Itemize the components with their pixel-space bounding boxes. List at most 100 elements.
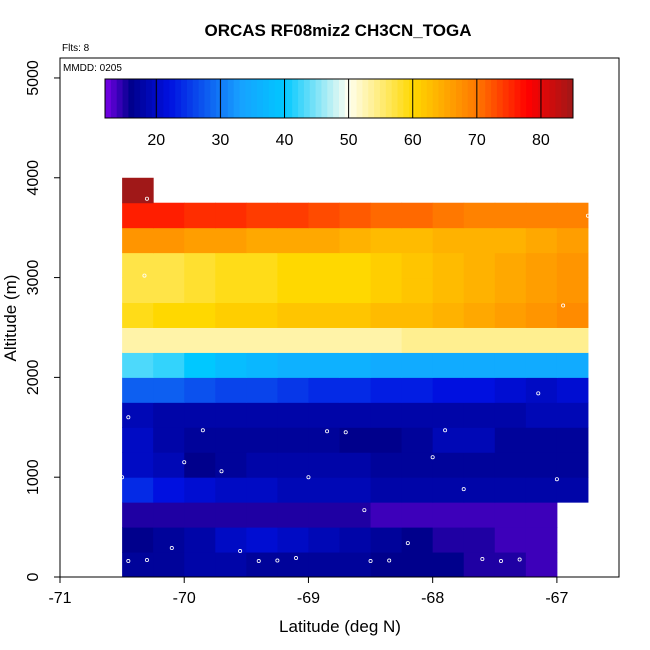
heatmap-cell bbox=[153, 252, 185, 279]
heatmap-cell bbox=[246, 327, 278, 353]
heatmap-cell bbox=[215, 302, 247, 328]
heatmap-cell bbox=[308, 477, 340, 503]
heatmap-cell bbox=[308, 527, 340, 553]
sample-point bbox=[387, 558, 392, 563]
heatmap-cell bbox=[246, 502, 278, 528]
heatmap-cell bbox=[246, 527, 278, 553]
heatmap-cell bbox=[556, 227, 589, 254]
heatmap-cell bbox=[246, 227, 278, 254]
colorbar-segment bbox=[303, 79, 311, 118]
heatmap-cell bbox=[401, 377, 434, 403]
heatmap-cell bbox=[184, 277, 216, 304]
heatmap-cell bbox=[122, 352, 154, 378]
heatmap-cell bbox=[463, 277, 496, 304]
heatmap-cell bbox=[525, 377, 558, 403]
heatmap-cell bbox=[308, 552, 340, 578]
heatmap-cell bbox=[432, 377, 465, 403]
colorbar-frame bbox=[104, 78, 574, 119]
sample-point bbox=[144, 558, 149, 563]
colorbar-segment bbox=[286, 79, 293, 118]
heatmap-cell bbox=[277, 552, 309, 578]
colorbar-segment bbox=[251, 79, 258, 118]
colorbar-tick-label: 50 bbox=[340, 132, 358, 149]
heatmap-cell bbox=[432, 527, 465, 553]
heatmap-cell bbox=[153, 427, 185, 453]
y-tick-label: 4000 bbox=[25, 160, 42, 196]
colorbar-tick-label: 40 bbox=[276, 132, 294, 149]
colorbar-segment bbox=[543, 79, 551, 118]
colorbar-segment bbox=[245, 79, 252, 118]
sample-point bbox=[169, 546, 174, 551]
colorbar-segment bbox=[210, 79, 217, 118]
heatmap-cell bbox=[401, 452, 434, 478]
sample-point bbox=[142, 273, 147, 278]
heatmap-cell bbox=[277, 302, 309, 328]
heatmap-cell bbox=[494, 377, 527, 403]
colorbar-segment bbox=[403, 79, 410, 118]
heatmap-cell bbox=[339, 352, 372, 378]
colorbar-segment bbox=[116, 79, 124, 118]
x-tick-label: -69 bbox=[297, 590, 320, 607]
heatmap-cell bbox=[215, 427, 247, 453]
heatmap-cell bbox=[215, 552, 247, 578]
x-tick-label: -68 bbox=[421, 590, 444, 607]
sample-point bbox=[306, 475, 311, 480]
heatmap-cell bbox=[401, 327, 434, 353]
heatmap-cell bbox=[556, 277, 589, 304]
heatmap-cell bbox=[432, 402, 465, 428]
heatmap-cell bbox=[277, 252, 309, 279]
heatmap-cell bbox=[184, 352, 216, 378]
colorbar-segment bbox=[181, 79, 188, 118]
colorbar-segment bbox=[397, 79, 404, 118]
x-axis-label: Latitude (deg N) bbox=[279, 617, 401, 636]
heatmap-cell bbox=[401, 427, 434, 453]
colorbar-segment bbox=[186, 79, 194, 118]
colorbar-segment bbox=[526, 79, 533, 118]
colorbar-segment bbox=[163, 79, 170, 118]
heatmap-cell bbox=[308, 227, 340, 254]
colorbar-segment bbox=[350, 79, 358, 118]
heatmap-cell bbox=[432, 227, 465, 254]
y-tick-label: 2000 bbox=[25, 359, 42, 395]
colorbar-segment bbox=[379, 79, 387, 118]
heatmap-cell bbox=[339, 252, 372, 279]
heatmap-cell bbox=[122, 377, 154, 403]
heatmap-cell bbox=[556, 327, 589, 353]
heatmap-cell bbox=[370, 502, 403, 528]
sample-point bbox=[238, 549, 243, 554]
colorbar-segment bbox=[216, 79, 223, 118]
heatmap-cell bbox=[401, 202, 434, 229]
heatmap-cell bbox=[370, 477, 403, 503]
heatmap-cell bbox=[122, 202, 154, 229]
heatmap-cell bbox=[494, 202, 527, 229]
heatmap-cell bbox=[184, 502, 216, 528]
colorbar-segment bbox=[491, 79, 498, 118]
colorbar-segment bbox=[461, 79, 469, 118]
heatmap-cell bbox=[277, 377, 309, 403]
heatmap-cell bbox=[308, 302, 340, 328]
heatmap-cell bbox=[432, 352, 465, 378]
heatmap-cell bbox=[556, 402, 589, 428]
sample-point bbox=[480, 557, 485, 562]
heatmap-cell bbox=[184, 302, 216, 328]
sample-point bbox=[536, 391, 541, 396]
sample-point bbox=[182, 460, 187, 465]
heatmap-cell bbox=[525, 302, 558, 328]
heatmap-cell bbox=[401, 527, 434, 553]
heatmap-cell bbox=[122, 552, 154, 578]
heatmap-cell bbox=[122, 527, 154, 553]
colorbar-segment bbox=[280, 79, 287, 118]
heatmap-cell bbox=[370, 327, 403, 353]
heatmap-cell bbox=[277, 227, 309, 254]
heatmap-cell bbox=[339, 302, 372, 328]
y-tick-label: 0 bbox=[25, 572, 42, 581]
heatmap-cell bbox=[401, 402, 434, 428]
sample-point bbox=[144, 196, 149, 201]
heatmap-cell bbox=[339, 452, 372, 478]
heatmap-cell bbox=[370, 302, 403, 328]
colorbar-segment bbox=[356, 79, 363, 118]
heatmap-cell bbox=[556, 202, 589, 229]
heatmap-cell bbox=[184, 327, 216, 353]
heatmap-cell bbox=[339, 202, 372, 229]
colorbar-segment bbox=[262, 79, 270, 118]
